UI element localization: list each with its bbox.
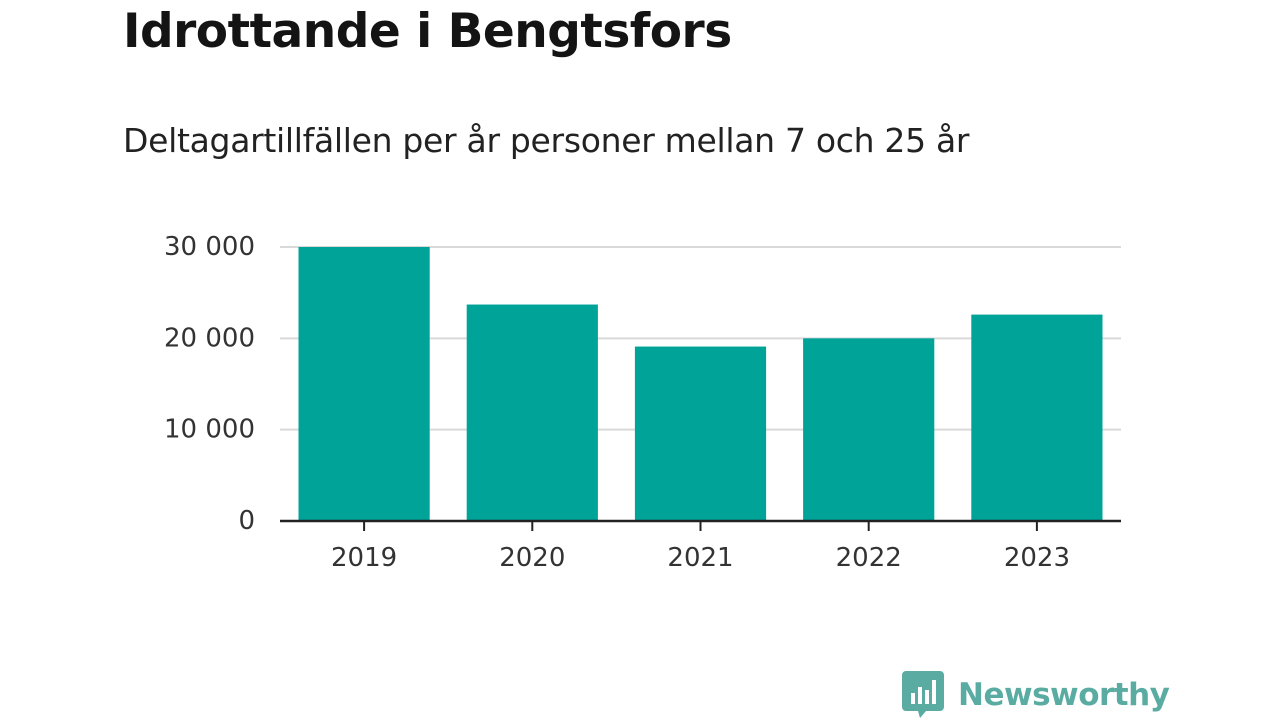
x-tick-label: 2019 [331,543,397,573]
brand-name: Newsworthy [958,677,1170,713]
x-tick-label: 2023 [1004,543,1070,573]
x-tick-label: 2021 [667,543,733,573]
newsworthy-logo-icon [902,671,944,718]
y-tick-label: 0 [238,506,255,536]
newsworthy-brand: Newsworthy [902,670,1170,720]
bar-2023 [971,314,1103,521]
y-tick-label: 20 000 [164,323,255,353]
bar-2022 [803,338,935,521]
bar-2020 [466,304,598,521]
bar-2019 [298,247,430,521]
chart-title: Idrottande i Bengtsfors [123,4,732,59]
x-tick-label: 2020 [499,543,565,573]
bar-2021 [634,346,767,521]
chart-subtitle: Deltagartillfällen per år personer mella… [123,121,970,160]
y-tick-label: 30 000 [164,232,255,262]
x-tick-label: 2022 [836,543,902,573]
y-tick-label: 10 000 [164,415,255,445]
